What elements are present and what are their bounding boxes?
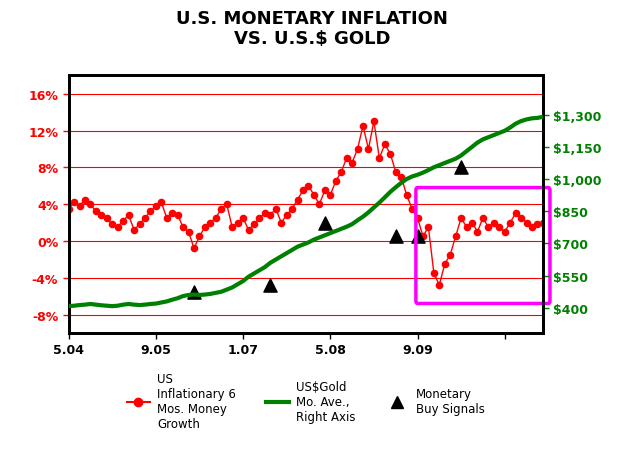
Point: [331, 178, 341, 186]
Point: [369, 118, 379, 126]
Point: [418, 233, 428, 241]
Point: [167, 210, 177, 218]
Point: [462, 224, 472, 231]
Point: [74, 203, 84, 210]
Point: [178, 224, 188, 231]
Point: [238, 215, 248, 222]
Point: [200, 224, 210, 231]
Point: [451, 233, 461, 241]
Point: [494, 224, 504, 231]
Point: [314, 201, 324, 208]
Point: [347, 159, 357, 167]
Point: [336, 169, 346, 177]
Point: [217, 206, 227, 213]
Point: [434, 282, 444, 289]
Text: U.S. MONETARY INFLATION
VS. U.S.$ GOLD: U.S. MONETARY INFLATION VS. U.S.$ GOLD: [176, 10, 448, 48]
Point: [157, 199, 167, 207]
Point: [407, 206, 417, 213]
Point: [516, 215, 526, 222]
Point: [64, 206, 74, 213]
Point: [233, 219, 243, 227]
Point: [363, 146, 373, 153]
Point: [538, 219, 548, 227]
Point: [320, 187, 330, 195]
Point: [69, 199, 79, 207]
Point: [402, 192, 412, 199]
Point: [151, 203, 161, 210]
Point: [85, 201, 95, 208]
Point: [195, 233, 205, 241]
Point: [358, 123, 368, 130]
Point: [287, 206, 297, 213]
Point: [391, 233, 401, 241]
Point: [412, 233, 422, 241]
Point: [478, 215, 488, 222]
Point: [80, 196, 90, 204]
Point: [396, 173, 406, 181]
Point: [129, 227, 139, 234]
Point: [96, 212, 106, 219]
Point: [222, 201, 232, 208]
Point: [113, 224, 123, 231]
Point: [472, 228, 482, 236]
Point: [309, 192, 319, 199]
Point: [320, 219, 330, 227]
Point: [429, 270, 439, 278]
Point: [424, 224, 434, 231]
Point: [162, 215, 172, 222]
Point: [135, 221, 145, 228]
Point: [385, 150, 395, 158]
Point: [532, 221, 542, 228]
Point: [265, 282, 275, 289]
Point: [107, 221, 117, 228]
Point: [265, 212, 275, 219]
Point: [102, 215, 112, 222]
Point: [243, 227, 253, 234]
Point: [293, 196, 303, 204]
Point: [303, 182, 313, 190]
Legend: US
Inflationary 6
Mos. Money
Growth, US$Gold
Mo. Ave.,
Right Axis, Monetary
Buy : US Inflationary 6 Mos. Money Growth, US$…: [122, 368, 490, 435]
Point: [445, 251, 455, 259]
Point: [298, 187, 308, 195]
Point: [342, 155, 352, 163]
Point: [510, 210, 520, 218]
Point: [412, 215, 422, 222]
Point: [281, 212, 291, 219]
Point: [276, 219, 286, 227]
Point: [189, 245, 199, 253]
Point: [391, 169, 401, 177]
Point: [380, 141, 390, 149]
Point: [189, 288, 199, 296]
Point: [145, 208, 155, 216]
Point: [527, 224, 537, 231]
Point: [211, 215, 221, 222]
Point: [374, 155, 384, 163]
Point: [353, 146, 363, 153]
Point: [505, 219, 515, 227]
Point: [205, 219, 215, 227]
Point: [325, 192, 335, 199]
Point: [489, 219, 499, 227]
Point: [255, 215, 265, 222]
Point: [249, 221, 259, 228]
Point: [456, 215, 466, 222]
Point: [440, 260, 450, 268]
Point: [467, 219, 477, 227]
Point: [227, 224, 237, 231]
Point: [173, 212, 183, 219]
Point: [91, 208, 101, 216]
Point: [118, 218, 128, 225]
Point: [456, 164, 466, 172]
Point: [522, 219, 532, 227]
Point: [271, 206, 281, 213]
Point: [260, 210, 270, 218]
Point: [124, 212, 134, 219]
Point: [500, 228, 510, 236]
Point: [484, 224, 494, 231]
Point: [140, 215, 150, 222]
Point: [183, 228, 193, 236]
